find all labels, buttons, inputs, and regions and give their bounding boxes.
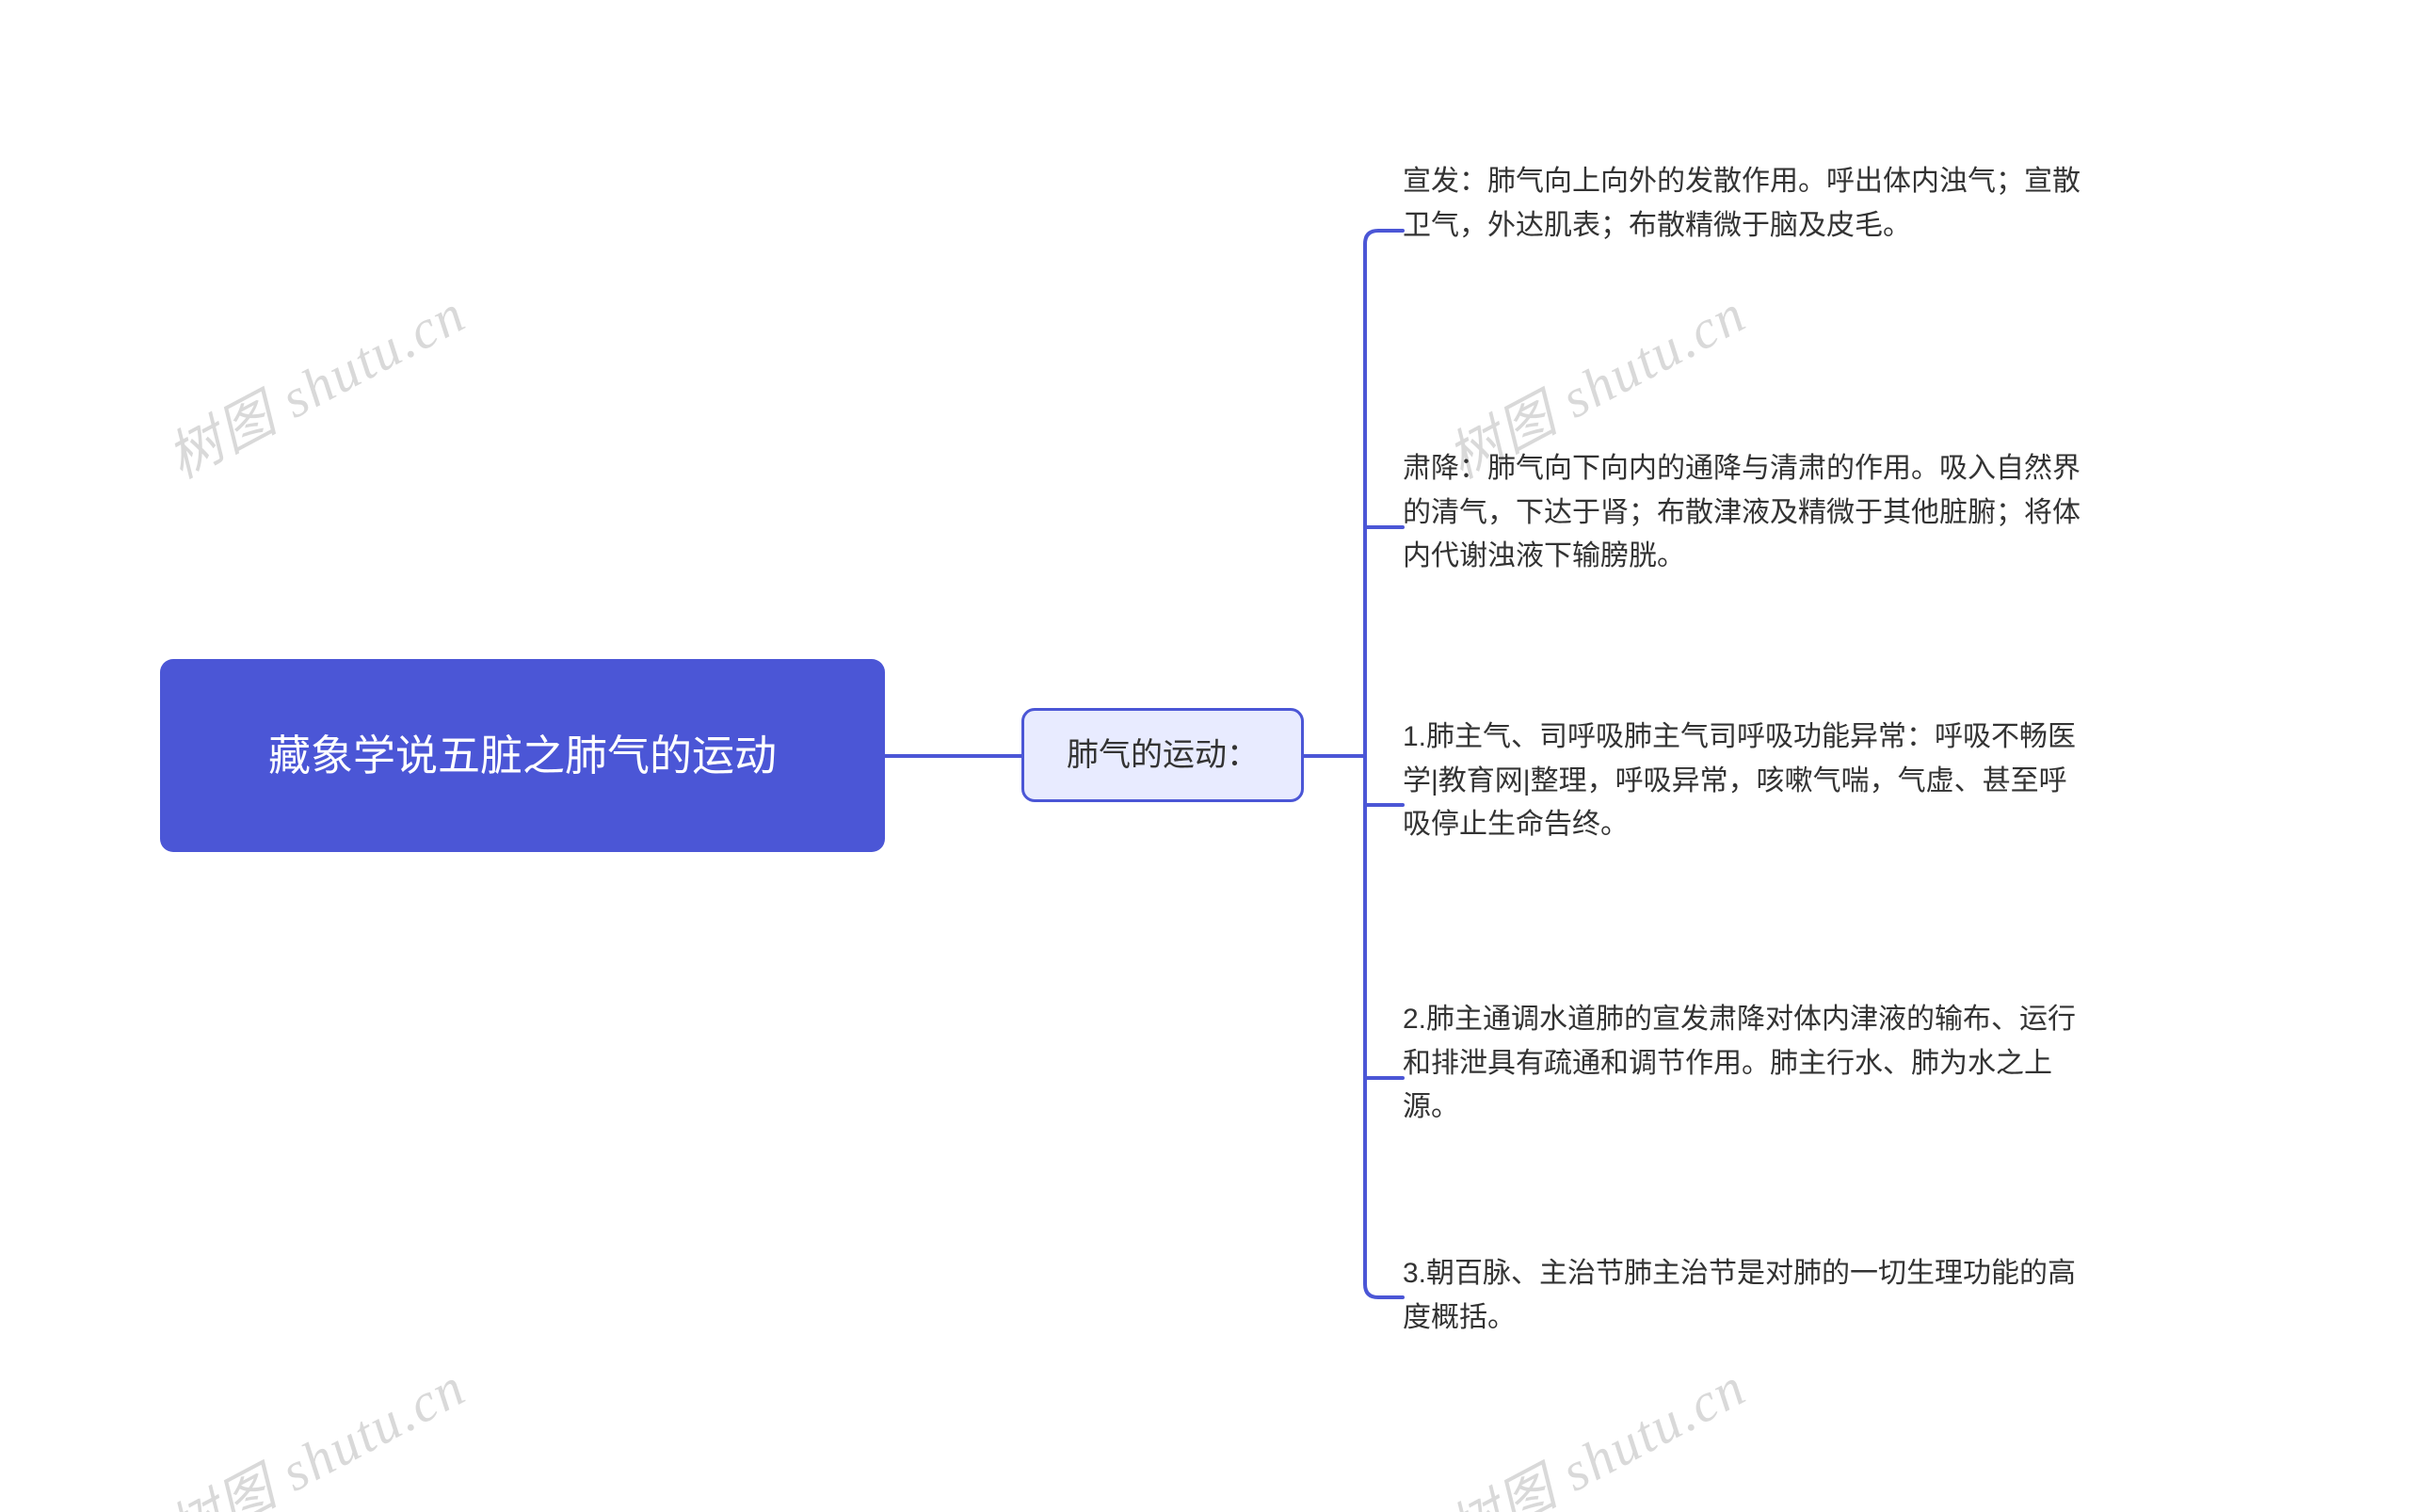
branch-node[interactable]: 肺气的运动： [1021, 708, 1304, 802]
branch-node-text: 肺气的运动： [1067, 734, 1259, 776]
watermark: 树图 shutu.cn [152, 270, 477, 493]
leaf-node[interactable]: 宣发：肺气向上向外的发散作用。呼出体内浊气；宣散卫气，外达肌表；布散精微于脑及皮… [1403, 160, 2081, 248]
leaf-node-text: 1.肺主气、司呼吸肺主气司呼吸功能异常：呼吸不畅医学|教育网|整理，呼吸异常，咳… [1403, 716, 2081, 847]
leaf-node-text: 2.肺主通调水道肺的宣发肃降对体内津液的输布、运行和排泄具有疏通和调节作用。肺主… [1403, 998, 2081, 1130]
root-node-text: 藏象学说五脏之肺气的运动 [268, 724, 777, 788]
watermark: 树图 shutu.cn [152, 1343, 477, 1512]
watermark: 树图 shutu.cn [1432, 1343, 1758, 1512]
leaf-node-text: 3.朝百脉、主治节肺主治节是对肺的一切生理功能的高度概括。 [1403, 1252, 2081, 1340]
mindmap-canvas: 树图 shutu.cn 树图 shutu.cn 树图 shutu.cn 树图 s… [0, 0, 2410, 1512]
leaf-node[interactable]: 2.肺主通调水道肺的宣发肃降对体内津液的输布、运行和排泄具有疏通和调节作用。肺主… [1403, 998, 2081, 1130]
root-node[interactable]: 藏象学说五脏之肺气的运动 [160, 659, 885, 852]
leaf-node-text: 肃降：肺气向下向内的通降与清肃的作用。吸入自然界的清气，下达于肾；布散津液及精微… [1403, 447, 2081, 579]
leaf-node-text: 宣发：肺气向上向外的发散作用。呼出体内浊气；宣散卫气，外达肌表；布散精微于脑及皮… [1403, 160, 2081, 248]
leaf-node[interactable]: 1.肺主气、司呼吸肺主气司呼吸功能异常：呼吸不畅医学|教育网|整理，呼吸异常，咳… [1403, 716, 2081, 847]
leaf-node[interactable]: 3.朝百脉、主治节肺主治节是对肺的一切生理功能的高度概括。 [1403, 1252, 2081, 1340]
leaf-node[interactable]: 肃降：肺气向下向内的通降与清肃的作用。吸入自然界的清气，下达于肾；布散津液及精微… [1403, 447, 2081, 579]
